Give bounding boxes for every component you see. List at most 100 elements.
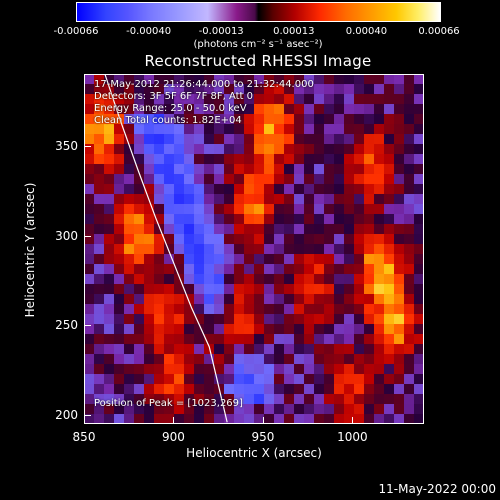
heatmap-cell bbox=[204, 214, 215, 225]
heatmap-cell bbox=[154, 384, 165, 395]
heatmap-cell bbox=[404, 404, 415, 415]
heatmap-cell bbox=[304, 224, 315, 235]
heatmap-cell bbox=[394, 234, 405, 245]
heatmap-cell bbox=[364, 274, 375, 285]
heatmap-cell bbox=[384, 384, 395, 395]
heatmap-cell bbox=[224, 144, 235, 155]
heatmap-cell bbox=[104, 114, 115, 125]
heatmap-cell bbox=[254, 304, 265, 315]
heatmap-cell bbox=[194, 404, 205, 415]
heatmap-cell bbox=[104, 104, 115, 115]
heatmap-cell bbox=[214, 334, 225, 345]
heatmap-cell bbox=[164, 174, 175, 185]
heatmap-cell bbox=[234, 164, 245, 175]
heatmap-cell bbox=[344, 284, 355, 295]
heatmap-cell bbox=[214, 114, 225, 125]
heatmap-cell bbox=[184, 234, 195, 245]
heatmap-cell bbox=[124, 214, 135, 225]
heatmap-cell bbox=[394, 84, 405, 95]
colorbar-tick-label: -0.00013 bbox=[198, 26, 244, 37]
heatmap-cell bbox=[274, 334, 285, 345]
heatmap-cell bbox=[414, 104, 424, 115]
heatmap-cell bbox=[224, 304, 235, 315]
heatmap-cell bbox=[284, 314, 295, 325]
heatmap-cell bbox=[304, 164, 315, 175]
heatmap-cell bbox=[234, 394, 245, 405]
heatmap-cell bbox=[344, 394, 355, 405]
heatmap-cell bbox=[184, 374, 195, 385]
heatmap-cell bbox=[114, 194, 125, 205]
heatmap-cell bbox=[344, 224, 355, 235]
heatmap-cell bbox=[94, 324, 105, 335]
heatmap-cell bbox=[224, 94, 235, 105]
heatmap-cell bbox=[294, 134, 305, 145]
heatmap-cell bbox=[354, 394, 365, 405]
heatmap-cell bbox=[114, 344, 125, 355]
heatmap-cell bbox=[154, 84, 165, 95]
heatmap-cell bbox=[314, 394, 325, 405]
heatmap-cell bbox=[274, 144, 285, 155]
heatmap-cell bbox=[224, 314, 235, 325]
heatmap-cell bbox=[194, 74, 205, 85]
heatmap-cell bbox=[324, 254, 335, 265]
heatmap-cell bbox=[174, 234, 185, 245]
heatmap-cell bbox=[154, 124, 165, 135]
heatmap-cell bbox=[224, 364, 235, 375]
heatmap-cell bbox=[354, 74, 365, 85]
heatmap-cell bbox=[414, 164, 424, 175]
x-tick-mark bbox=[84, 417, 85, 424]
heatmap-cell bbox=[294, 254, 305, 265]
heatmap-cell bbox=[84, 74, 95, 85]
heatmap-cell bbox=[124, 184, 135, 195]
heatmap-cell bbox=[164, 144, 175, 155]
heatmap-cell bbox=[414, 84, 424, 95]
heatmap-cell bbox=[244, 304, 255, 315]
heatmap-cell bbox=[334, 314, 345, 325]
heatmap-cell bbox=[114, 264, 125, 275]
heatmap-cell bbox=[334, 324, 345, 335]
heatmap-cell bbox=[334, 344, 345, 355]
heatmap-cell bbox=[184, 144, 195, 155]
heatmap-cell bbox=[164, 314, 175, 325]
heatmap-cell bbox=[164, 334, 175, 345]
heatmap-cell bbox=[364, 354, 375, 365]
heatmap-cell bbox=[284, 354, 295, 365]
heatmap-cell bbox=[94, 244, 105, 255]
heatmap-cell bbox=[104, 94, 115, 105]
x-tick-mark bbox=[173, 417, 175, 424]
heatmap-cell bbox=[164, 224, 175, 235]
heatmap-cell bbox=[134, 234, 145, 245]
heatmap-cell bbox=[384, 304, 395, 315]
heatmap-cell bbox=[334, 154, 345, 165]
heatmap-cell bbox=[134, 144, 145, 155]
heatmap-cell bbox=[354, 84, 365, 95]
heatmap-cell bbox=[364, 384, 375, 395]
heatmap-cell bbox=[134, 394, 145, 405]
heatmap-cell bbox=[274, 354, 285, 365]
heatmap-cell bbox=[94, 374, 105, 385]
heatmap-svg bbox=[84, 74, 424, 424]
heatmap-cell bbox=[284, 204, 295, 215]
info-clean: Clean Total counts: 1.82E+04 bbox=[94, 115, 242, 126]
heatmap-cell bbox=[334, 74, 345, 85]
heatmap-cell bbox=[214, 404, 225, 415]
heatmap-cell bbox=[334, 304, 345, 315]
heatmap-cell bbox=[284, 364, 295, 375]
heatmap-cell bbox=[264, 174, 275, 185]
heatmap-cell bbox=[304, 94, 315, 105]
heatmap-cell bbox=[384, 274, 395, 285]
heatmap-cell bbox=[124, 414, 135, 424]
heatmap-cell bbox=[304, 194, 315, 205]
heatmap-cell bbox=[244, 324, 255, 335]
heatmap-cell bbox=[114, 104, 125, 115]
heatmap-cell bbox=[334, 254, 345, 265]
heatmap-cell bbox=[94, 84, 105, 95]
heatmap-cell bbox=[324, 314, 335, 325]
heatmap-cell bbox=[354, 294, 365, 305]
heatmap-cell bbox=[174, 134, 185, 145]
heatmap-cell bbox=[144, 294, 155, 305]
heatmap-cell bbox=[134, 74, 145, 85]
heatmap-cell bbox=[414, 224, 424, 235]
heatmap-cell bbox=[174, 354, 185, 365]
heatmap-cell bbox=[124, 134, 135, 145]
